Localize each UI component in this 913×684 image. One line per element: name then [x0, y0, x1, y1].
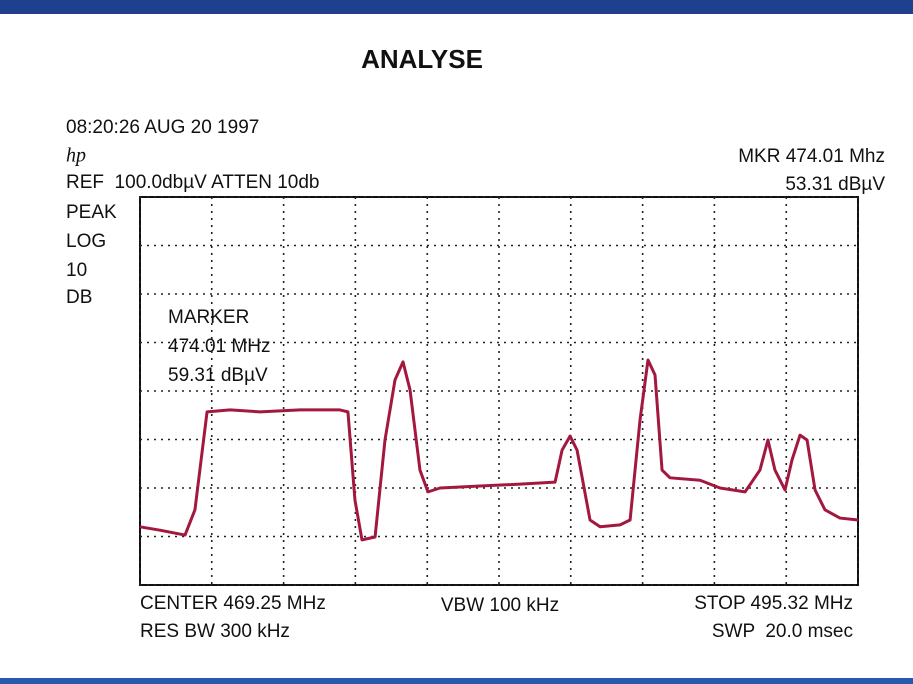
footer-right: STOP 495.32 MHz	[694, 593, 853, 614]
mode-label: 10	[66, 260, 87, 281]
mode-label: PEAK	[66, 202, 117, 223]
bottom-bar	[0, 678, 913, 684]
top-bar	[0, 0, 913, 14]
mode-label: LOG	[66, 231, 106, 252]
marker-box: 59.31 dBµV	[168, 365, 268, 386]
marker-box: MARKER	[168, 307, 249, 328]
marker-box: 474.01 MHz	[168, 336, 270, 357]
chart-title: ANALYSE	[361, 44, 483, 74]
footer-left: RES BW 300 kHz	[140, 621, 290, 642]
timestamp: 08:20:26 AUG 20 1997	[66, 117, 259, 138]
mode-label: DB	[66, 287, 92, 308]
footer-middle: VBW 100 kHz	[441, 595, 559, 616]
marker-readout: 53.31 dBµV	[785, 174, 885, 195]
footer-left: CENTER 469.25 MHz	[140, 593, 326, 614]
marker-readout: MKR 474.01 Mhz	[738, 146, 885, 167]
trace	[139, 358, 859, 542]
footer-right: SWP 20.0 msec	[712, 621, 853, 642]
brand: hp	[66, 145, 86, 167]
reference: REF 100.0dbµV ATTEN 10db	[66, 172, 320, 193]
